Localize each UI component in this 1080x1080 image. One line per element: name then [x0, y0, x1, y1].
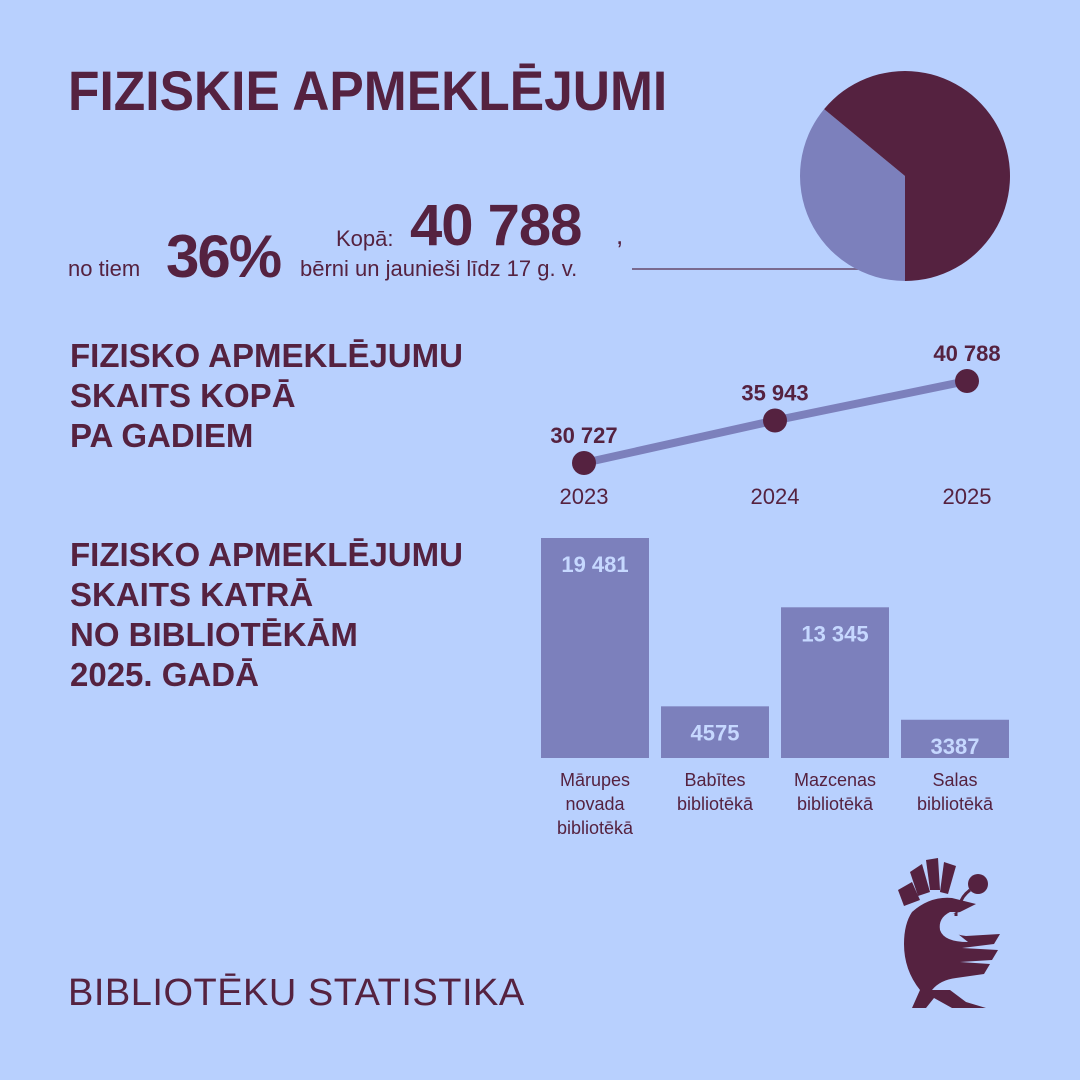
percent-value: 36% [166, 223, 282, 290]
bar-chart: 19 481 Mārupes novada bibliotēkā 4575 Babītes… [541, 538, 1009, 838]
bar-value-label: 13 345 [801, 621, 868, 646]
bar-category-label: Salas [932, 770, 977, 790]
percent-prefix: no tiem [68, 256, 141, 281]
bar-category-label: Mārupes [560, 770, 630, 790]
point-value-label: 35 943 [741, 380, 808, 405]
point-value-label: 30 727 [550, 423, 617, 448]
bar-category-label: Babītes [684, 770, 745, 790]
bar-value-label: 4575 [691, 720, 740, 745]
total-label: Kopā: [336, 226, 394, 251]
bar-category-label: bibliotēkā [917, 794, 994, 814]
yearly-heading: FIZISKO APMEKLĒJUMU SKAITS KOPĀ PA GADIE… [70, 337, 463, 454]
bar-category-label: bibliotēkā [677, 794, 754, 814]
data-point [955, 369, 979, 393]
pie-slice-youth [800, 109, 905, 281]
bar-category-label: bibliotēkā [557, 818, 634, 838]
bar-value-label: 19 481 [561, 552, 628, 577]
bar-category-label: Mazcenas [794, 770, 876, 790]
line-chart: 30 727 2023 35 943 2024 40 788 2025 [550, 341, 1000, 509]
bar-category-label: novada [565, 794, 625, 814]
percent-description: bērni un jaunieši līdz 17 g. v. [300, 256, 578, 281]
total-value: 40 788 [410, 193, 582, 258]
footer-label: BIBLIOTĒKU STATISTIKA [68, 972, 525, 1014]
bar [541, 538, 649, 758]
bird-logo-icon [898, 858, 1000, 1008]
page-title: FIZISKIE APMEKLĒJUMI [68, 59, 668, 122]
total-comma: , [616, 220, 624, 250]
bar-value-label: 3387 [931, 734, 980, 759]
year-label: 2025 [943, 484, 992, 509]
bar [781, 607, 889, 758]
pie-chart [800, 71, 1010, 281]
data-point [763, 408, 787, 433]
year-label: 2024 [751, 484, 800, 509]
data-point [572, 451, 596, 475]
leader-line [632, 268, 858, 270]
bar-category-label: bibliotēkā [797, 794, 874, 814]
point-value-label: 40 788 [933, 341, 1000, 366]
bar [661, 706, 769, 758]
bar [901, 719, 1009, 758]
year-label: 2023 [560, 484, 609, 509]
pie-slice-other [824, 71, 1010, 281]
libraries-heading: FIZISKO APMEKLĒJUMU SKAITS KATRĀ NO BIBL… [70, 536, 463, 693]
